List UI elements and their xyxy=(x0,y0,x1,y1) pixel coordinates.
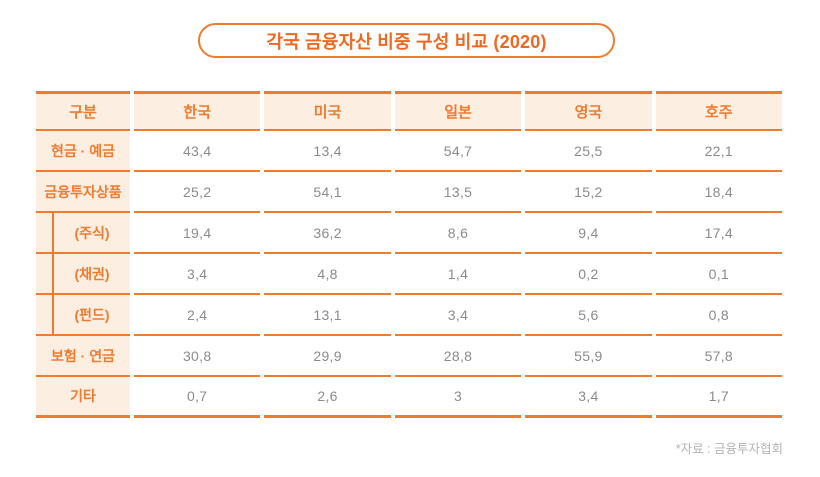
indent-divider-line xyxy=(52,211,54,254)
row-label-other: 기타 xyxy=(36,377,130,418)
indent-divider-line xyxy=(52,252,54,295)
value-cell: 28,8 xyxy=(394,336,522,377)
col-header-korea: 한국 xyxy=(134,91,261,131)
value-cell: 25,5 xyxy=(525,131,652,172)
value-cell: 18,4 xyxy=(655,172,782,213)
value-cell: 57,8 xyxy=(655,336,782,377)
row-label-text: (펀드) xyxy=(74,306,110,323)
value-cell: 1,7 xyxy=(655,377,782,418)
value-cell: 5,6 xyxy=(525,295,652,336)
value-cell: 19,4 xyxy=(134,213,261,254)
value-cell: 43,4 xyxy=(134,131,261,172)
value-cell: 17,4 xyxy=(655,213,782,254)
value-cell: 55,9 xyxy=(525,336,652,377)
value-cell: 13,5 xyxy=(394,172,522,213)
row-label-insurance-pension: 보험 · 연금 xyxy=(36,336,130,377)
value-cell: 9,4 xyxy=(525,213,652,254)
value-cell: 3 xyxy=(394,377,522,418)
row-label-text: (채권) xyxy=(74,265,110,282)
value-cell: 15,2 xyxy=(525,172,652,213)
row-label-cash-deposits: 현금 · 예금 xyxy=(36,131,130,172)
value-cell: 1,4 xyxy=(394,254,522,295)
value-cell: 3,4 xyxy=(394,295,522,336)
value-cell: 29,9 xyxy=(264,336,391,377)
col-header-japan: 일본 xyxy=(394,91,522,131)
comparison-table: 구분 한국 미국 일본 영국 호주 현금 · 예금 43,4 13,4 54,7… xyxy=(36,91,782,418)
col-header-category: 구분 xyxy=(36,91,130,131)
page-title: 각국 금융자산 비중 구성 비교 (2020) xyxy=(266,31,547,52)
row-label-investment-products: 금융투자상품 xyxy=(36,172,130,213)
indent-divider-line xyxy=(52,293,54,336)
value-cell: 2,4 xyxy=(134,295,261,336)
value-cell: 54,1 xyxy=(264,172,391,213)
value-cell: 0,1 xyxy=(655,254,782,295)
value-cell: 3,4 xyxy=(525,377,652,418)
value-cell: 36,2 xyxy=(264,213,391,254)
row-label-bonds: (채권) xyxy=(36,252,130,295)
row-label-funds: (펀드) xyxy=(36,293,130,336)
value-cell: 13,4 xyxy=(264,131,391,172)
value-cell: 8,6 xyxy=(394,213,522,254)
col-header-usa: 미국 xyxy=(264,91,391,131)
value-cell: 54,7 xyxy=(394,131,522,172)
value-cell: 4,8 xyxy=(264,254,391,295)
col-header-uk: 영국 xyxy=(525,91,652,131)
title-pill: 각국 금융자산 비중 구성 비교 (2020) xyxy=(198,23,615,58)
value-cell: 13,1 xyxy=(264,295,391,336)
value-cell: 30,8 xyxy=(134,336,261,377)
row-label-stocks: (주식) xyxy=(36,211,130,254)
value-cell: 3,4 xyxy=(134,254,261,295)
col-header-australia: 호주 xyxy=(655,91,782,131)
value-cell: 0,2 xyxy=(525,254,652,295)
value-cell: 25,2 xyxy=(134,172,261,213)
row-label-text: (주식) xyxy=(74,224,110,241)
value-cell: 22,1 xyxy=(655,131,782,172)
value-cell: 2,6 xyxy=(264,377,391,418)
value-cell: 0,8 xyxy=(655,295,782,336)
value-cell: 0,7 xyxy=(134,377,261,418)
source-note: *자료 : 금융투자협회 xyxy=(675,442,783,456)
